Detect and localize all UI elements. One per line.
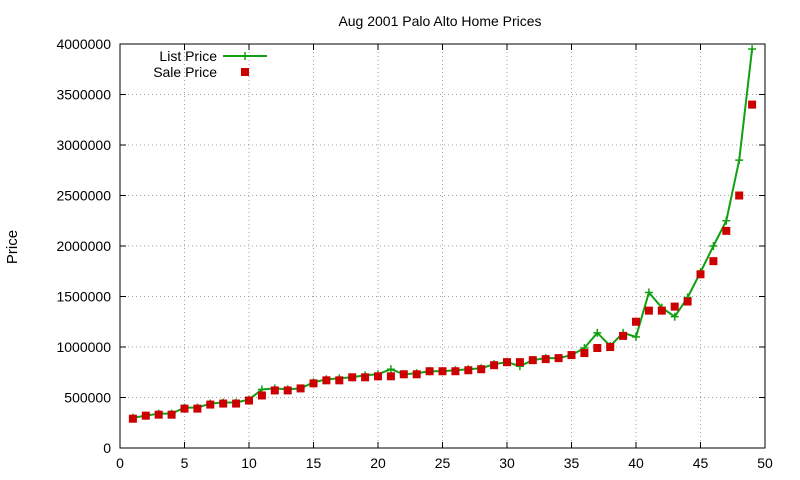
sale-price-point bbox=[270, 386, 279, 395]
y-tick-label: 1000000 bbox=[56, 339, 111, 355]
x-tick-label: 15 bbox=[306, 455, 322, 471]
sale-price-point bbox=[425, 367, 434, 376]
x-tick-label: 10 bbox=[241, 455, 257, 471]
sale-price-point bbox=[683, 297, 692, 306]
sale-price-point bbox=[309, 379, 318, 388]
list-price-point bbox=[670, 312, 679, 321]
y-axis-label: Price bbox=[4, 230, 21, 264]
sale-price-point bbox=[670, 302, 679, 311]
y-tick-label: 1500000 bbox=[56, 289, 111, 305]
list-price-point bbox=[709, 242, 718, 250]
sale-price-point bbox=[167, 410, 176, 419]
y-tick-label: 3500000 bbox=[56, 87, 111, 103]
x-tick-label: 50 bbox=[757, 455, 773, 471]
x-tick-label: 45 bbox=[693, 455, 709, 471]
sale-price-point bbox=[141, 411, 150, 420]
x-tick-label: 35 bbox=[564, 455, 580, 471]
list-price-point bbox=[748, 45, 757, 54]
sale-price-point bbox=[464, 366, 473, 375]
sale-price-point bbox=[361, 373, 370, 382]
sale-price-point bbox=[296, 384, 305, 393]
legend-sample-plus bbox=[241, 52, 249, 60]
sale-price-point bbox=[503, 358, 511, 367]
sale-price-point bbox=[632, 317, 640, 326]
x-tick-label: 25 bbox=[435, 455, 451, 471]
plot-frame bbox=[119, 43, 766, 449]
sale-price-point bbox=[696, 270, 705, 279]
sale-price-point bbox=[644, 306, 653, 315]
list-price-point bbox=[386, 365, 395, 374]
sale-price-point bbox=[619, 331, 628, 340]
sale-price-point bbox=[245, 396, 253, 405]
sale-price-point bbox=[154, 410, 163, 419]
sale-price-point bbox=[193, 404, 202, 413]
sale-price-point bbox=[735, 191, 744, 200]
sale-price-point bbox=[438, 367, 447, 376]
x-tick-label: 0 bbox=[116, 455, 124, 471]
sale-price-point bbox=[219, 399, 228, 408]
sale-price-point bbox=[515, 358, 524, 367]
sale-price-point bbox=[709, 257, 718, 266]
sale-price-point bbox=[335, 376, 344, 385]
sale-price-point bbox=[412, 370, 421, 379]
legend-label-list-price: List Price bbox=[159, 48, 217, 64]
y-tick-label: 4000000 bbox=[56, 36, 111, 52]
y-tick-label: 500000 bbox=[64, 390, 111, 406]
x-tick-label: 30 bbox=[499, 455, 515, 471]
sale-price-point bbox=[580, 349, 589, 358]
sale-price-point bbox=[567, 351, 576, 360]
sale-price-point bbox=[451, 367, 460, 376]
sale-price-point bbox=[322, 376, 331, 385]
axes: 0 5 10 15 20 25 30 35 40 45 50 0 500000 1000000 150000… bbox=[56, 36, 773, 471]
sale-price-point bbox=[657, 306, 666, 315]
chart-title: Aug 2001 Palo Alto Home Prices bbox=[338, 13, 541, 29]
sale-price-point bbox=[232, 399, 241, 408]
y-tick-label: 2500000 bbox=[56, 188, 111, 204]
sale-price-point bbox=[386, 372, 395, 381]
x-tick-label: 40 bbox=[628, 455, 644, 471]
list-price-point bbox=[722, 216, 731, 225]
sale-price-point bbox=[374, 372, 382, 381]
sale-price-point bbox=[722, 226, 731, 235]
sale-price-point bbox=[348, 373, 357, 382]
list-price-point bbox=[632, 332, 640, 341]
legend-sample-square bbox=[241, 68, 249, 76]
series-layer bbox=[128, 45, 757, 423]
x-tick-label: 20 bbox=[370, 455, 386, 471]
list-price-point bbox=[593, 328, 602, 337]
sale-price-point bbox=[206, 400, 215, 409]
y-tick-label: 0 bbox=[103, 440, 111, 456]
sale-price-point bbox=[128, 414, 137, 423]
sale-price-point bbox=[606, 343, 615, 351]
sale-price-point bbox=[477, 365, 486, 374]
sale-price-point bbox=[748, 100, 757, 109]
legend-label-sale-price: Sale Price bbox=[153, 64, 217, 80]
y-tick-label: 2000000 bbox=[56, 238, 111, 254]
sale-price-point bbox=[528, 356, 537, 365]
series-1 bbox=[128, 100, 757, 423]
sale-price-point bbox=[180, 404, 189, 413]
x-tick-label: 5 bbox=[181, 455, 189, 471]
list-price-point bbox=[735, 156, 744, 165]
sale-price-point bbox=[257, 391, 266, 400]
sale-price-point bbox=[541, 355, 550, 364]
legend: List Price Sale Price bbox=[153, 48, 267, 80]
sale-price-point bbox=[399, 370, 408, 379]
sale-price-point bbox=[593, 344, 602, 353]
sale-price-point bbox=[490, 361, 499, 370]
y-tick-label: 3000000 bbox=[56, 137, 111, 153]
list-price-point bbox=[644, 288, 653, 297]
sale-price-point bbox=[554, 354, 563, 363]
sale-price-point bbox=[283, 386, 292, 395]
